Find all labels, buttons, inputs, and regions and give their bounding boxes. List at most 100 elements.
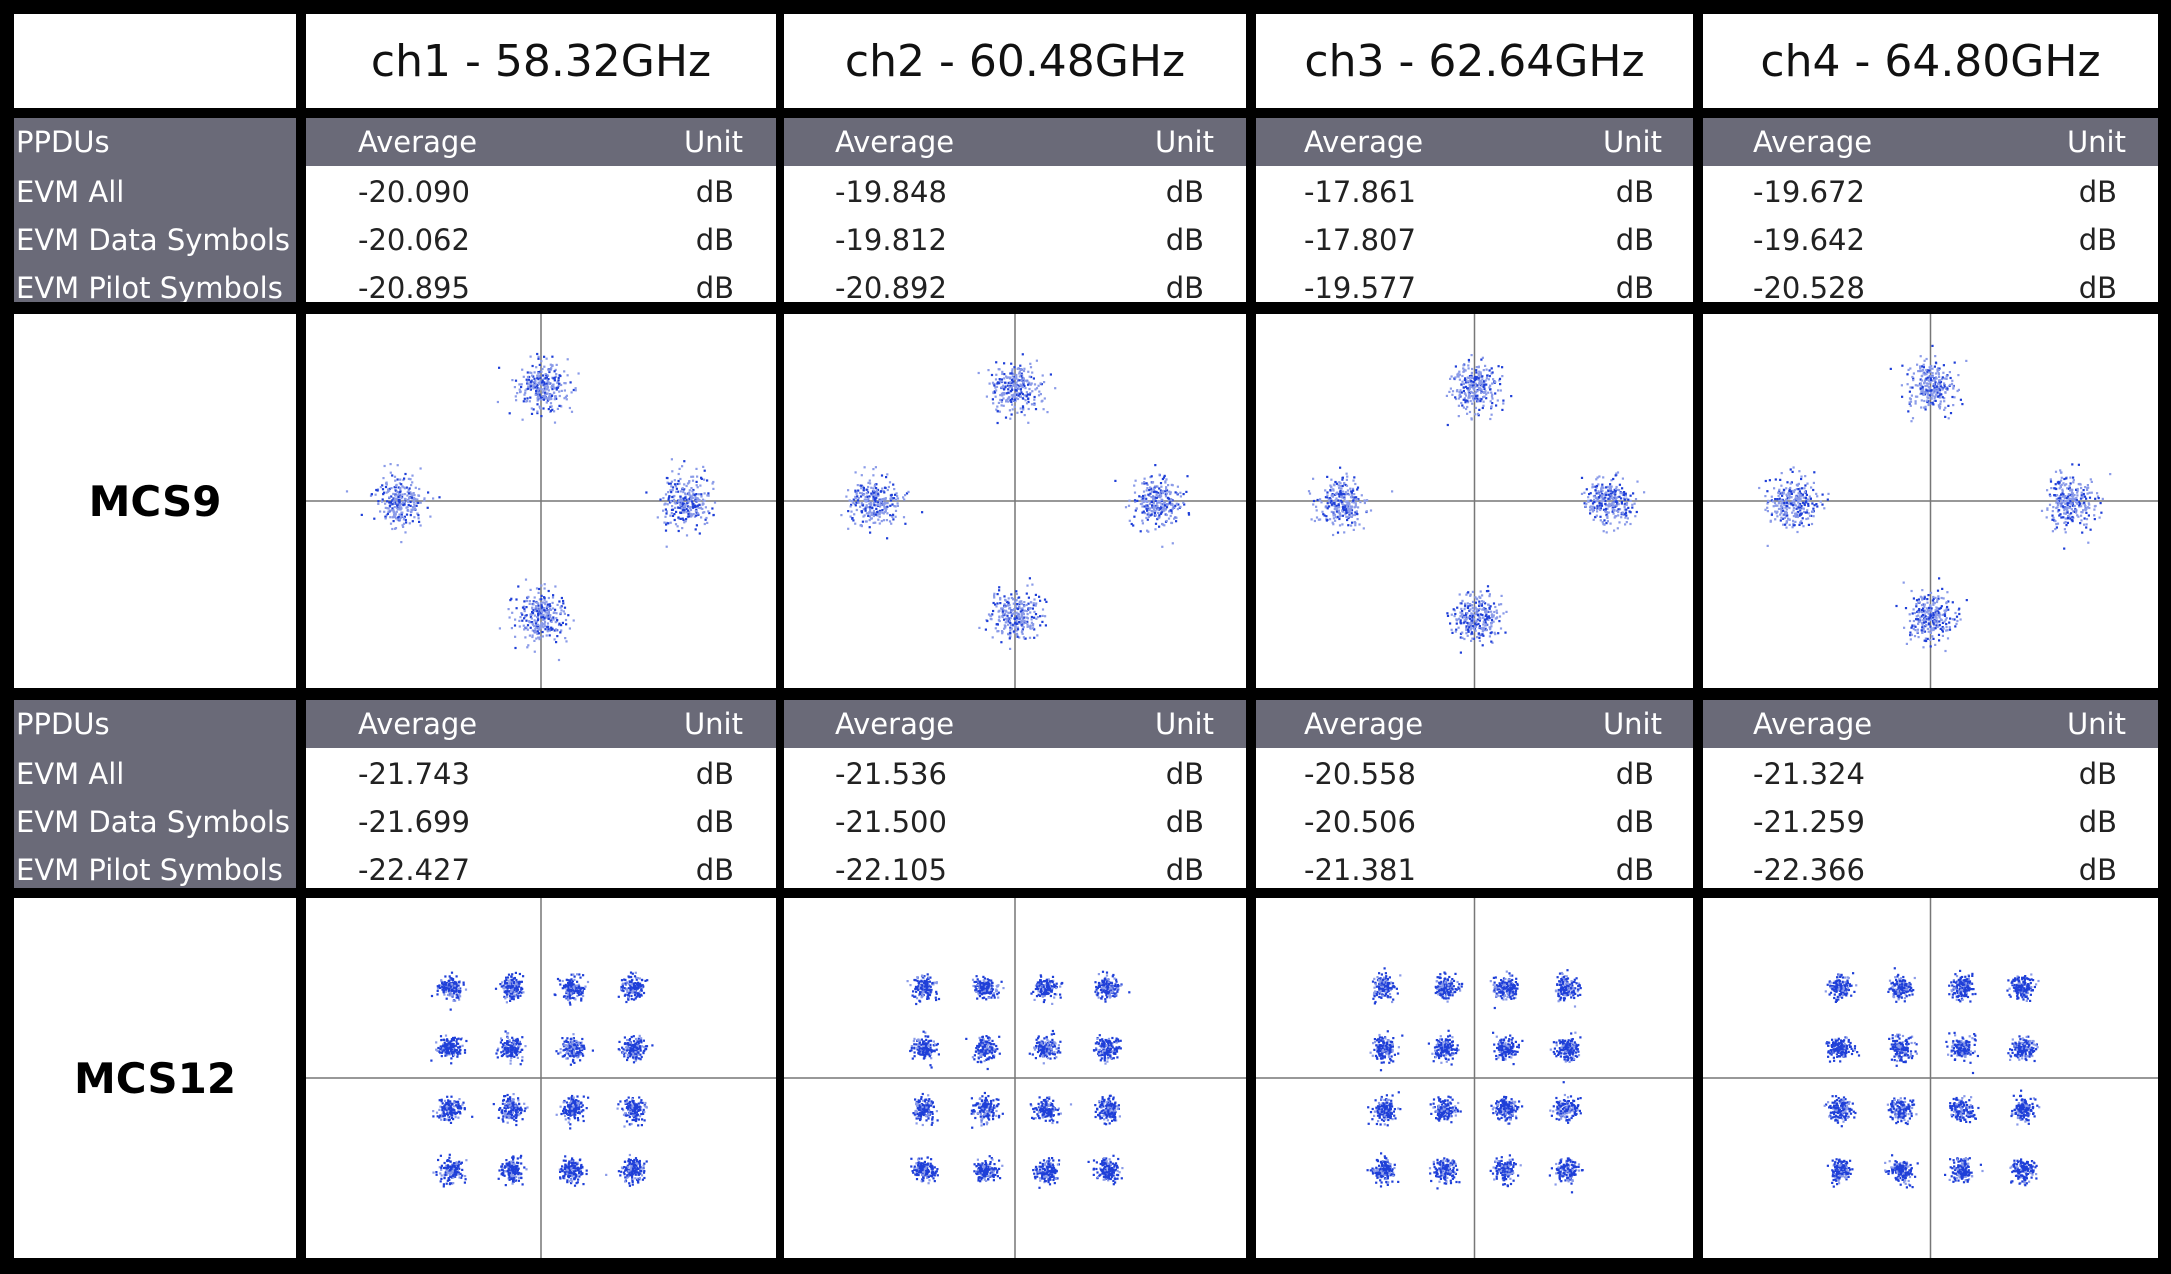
symbol-point — [1054, 387, 1057, 390]
symbol-point — [853, 502, 856, 506]
symbol-point — [1809, 497, 1812, 500]
symbol-point — [2083, 503, 2086, 506]
symbol-point — [1927, 594, 1930, 597]
symbol-point — [1934, 596, 1937, 599]
symbol-point — [1487, 615, 1490, 618]
symbol-point — [1598, 501, 1601, 505]
symbol-point — [438, 984, 441, 987]
symbol-point — [1471, 624, 1474, 627]
symbol-point — [1338, 486, 1341, 490]
symbol-point — [399, 488, 402, 491]
symbol-point — [1332, 511, 1335, 514]
symbol-point — [540, 598, 543, 601]
symbol-point — [442, 983, 446, 986]
symbol-point — [2067, 497, 2070, 500]
symbol-point — [670, 485, 673, 488]
symbol-point — [1025, 616, 1028, 619]
symbol-point — [1912, 377, 1915, 380]
symbol-point — [688, 497, 691, 501]
symbol-point — [1923, 381, 1926, 384]
symbol-point — [1341, 490, 1345, 493]
symbol-point — [543, 381, 546, 384]
symbol-point — [1159, 482, 1163, 485]
symbol-point — [852, 519, 855, 522]
symbol-point — [860, 492, 864, 495]
symbol-point — [996, 382, 999, 385]
symbol-point — [1007, 381, 1010, 384]
symbol-point — [1469, 603, 1472, 606]
symbol-point — [1014, 625, 1017, 628]
symbol-point — [1350, 515, 1353, 518]
symbol-point — [455, 985, 458, 988]
symbol-point — [1022, 622, 1025, 625]
symbol-point — [555, 373, 558, 376]
symbol-point — [692, 492, 695, 495]
symbol-point — [1155, 492, 1158, 496]
symbol-point — [696, 499, 699, 502]
symbol-point — [663, 521, 666, 524]
symbol-point — [2070, 495, 2074, 498]
symbol-point — [444, 975, 447, 978]
symbol-point — [1001, 632, 1004, 635]
symbol-point — [885, 519, 888, 522]
symbol-point — [1766, 510, 1769, 513]
symbol-point — [1011, 368, 1014, 371]
symbol-point — [1471, 600, 1475, 603]
symbol-point — [1469, 386, 1473, 389]
symbol-point — [1947, 608, 1950, 611]
symbol-point — [1602, 523, 1605, 526]
symbol-point — [1351, 514, 1354, 517]
symbol-point — [894, 509, 898, 512]
symbol-point — [547, 609, 550, 612]
symbol-point — [1795, 507, 1798, 510]
symbol-point — [540, 605, 543, 608]
symbol-point — [578, 973, 581, 976]
symbol-point — [1928, 369, 1931, 372]
symbol-point — [2067, 493, 2070, 496]
symbol-point — [1476, 613, 1480, 616]
symbol-point — [1601, 521, 1604, 524]
symbol-point — [1010, 613, 1014, 616]
symbol-point — [1037, 394, 1041, 397]
symbol-point — [1470, 381, 1474, 384]
constellation-cluster — [1895, 577, 1968, 653]
symbol-point — [2060, 504, 2063, 507]
symbol-point — [1485, 590, 1489, 593]
evm-average-value: -17.807 — [1304, 223, 1416, 257]
symbol-point — [1602, 508, 1606, 511]
symbol-point — [508, 412, 511, 415]
symbol-point — [1504, 631, 1507, 634]
symbol-point — [1919, 365, 1922, 368]
symbol-point — [1905, 642, 1908, 645]
symbol-point — [1466, 606, 1469, 609]
symbol-point — [1030, 382, 1033, 385]
symbol-point — [541, 396, 544, 399]
symbol-point — [1460, 391, 1463, 394]
symbol-point — [1457, 626, 1460, 629]
symbol-point — [1472, 399, 1475, 402]
symbol-point — [895, 492, 898, 495]
symbol-point — [849, 505, 852, 508]
symbol-point — [1480, 603, 1483, 606]
symbol-point — [867, 485, 870, 489]
symbol-point — [865, 504, 868, 507]
symbol-point — [854, 471, 857, 474]
symbol-point — [388, 496, 391, 499]
symbol-point — [1003, 377, 1006, 380]
symbol-point — [1474, 601, 1477, 604]
symbol-point — [1922, 603, 1925, 606]
symbol-point — [1583, 491, 1586, 494]
symbol-point — [1022, 626, 1025, 629]
symbol-point — [681, 517, 684, 520]
symbol-point — [1354, 482, 1357, 486]
symbol-point — [1319, 498, 1322, 501]
symbol-point — [1004, 416, 1008, 419]
symbol-point — [1919, 387, 1922, 390]
symbol-point — [691, 514, 694, 517]
symbol-point — [532, 600, 535, 603]
symbol-point — [533, 631, 536, 634]
symbol-point — [860, 525, 863, 528]
symbol-point — [1497, 365, 1500, 368]
symbol-point — [681, 508, 684, 512]
symbol-point — [1034, 613, 1038, 616]
